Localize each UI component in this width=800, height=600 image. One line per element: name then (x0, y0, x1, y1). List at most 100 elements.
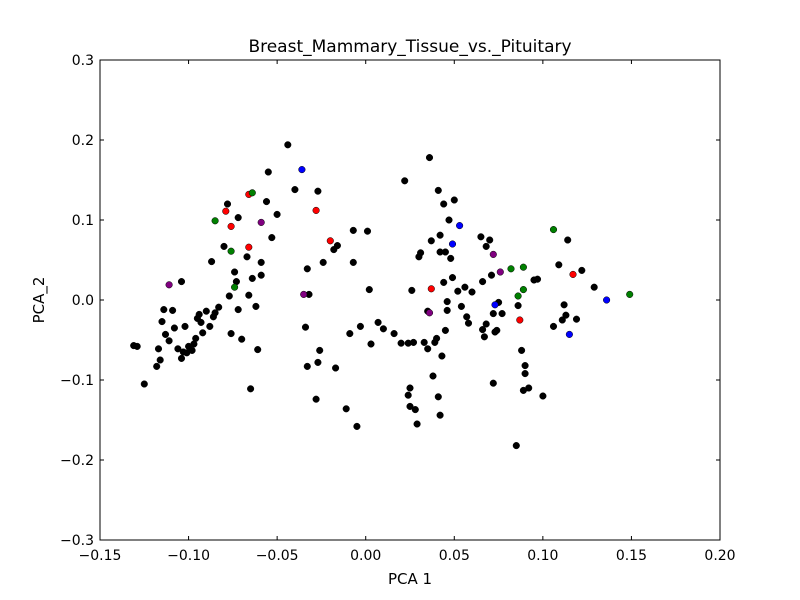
data-point (231, 283, 239, 291)
data-point (248, 189, 256, 197)
data-point (429, 372, 437, 380)
data-point (539, 392, 547, 400)
y-tick-label: −0.3 (60, 533, 94, 549)
data-point (496, 268, 504, 276)
data-point (519, 263, 527, 271)
data-point (558, 316, 566, 324)
data-point (603, 296, 611, 304)
data-point (300, 290, 308, 298)
data-point (560, 301, 568, 309)
data-point (257, 218, 265, 226)
x-axis-ticks: −0.15 −0.10 −0.05 0.00 0.05 0.10 0.15 0.20 (79, 60, 736, 564)
data-point (549, 322, 558, 330)
data-point (312, 395, 320, 403)
data-point (220, 242, 228, 250)
data-point (447, 254, 455, 262)
data-point (156, 356, 164, 364)
data-point (411, 406, 419, 414)
data-point (363, 227, 372, 235)
y-axis-ticks: −0.3 −0.2 −0.1 0.0 0.1 0.2 0.3 (60, 53, 720, 549)
x-tick-label: 0.10 (527, 548, 558, 564)
data-point (420, 338, 428, 346)
y-tick-label: −0.1 (60, 373, 94, 389)
y-tick-label: 0.3 (72, 53, 94, 69)
data-point (445, 216, 453, 224)
data-point (245, 291, 253, 299)
data-point (257, 271, 265, 279)
data-point (486, 236, 494, 244)
data-point (268, 234, 276, 242)
data-point (438, 352, 446, 360)
data-point (468, 288, 476, 296)
data-point (133, 342, 141, 350)
y-axis-label: PCA_2 (30, 277, 49, 324)
data-point (211, 309, 219, 317)
data-point (165, 281, 173, 289)
data-point (397, 339, 405, 347)
data-point (482, 242, 490, 250)
data-point (223, 200, 232, 208)
data-point (332, 364, 340, 372)
data-point (353, 422, 361, 430)
data-point (425, 309, 434, 317)
data-point (519, 286, 527, 294)
data-point (436, 411, 444, 419)
data-point (578, 266, 586, 274)
data-point (457, 302, 465, 310)
data-point (301, 323, 310, 331)
data-point (238, 335, 246, 343)
data-point (165, 337, 173, 345)
data-point (234, 306, 242, 314)
data-points (130, 141, 634, 450)
data-point (443, 306, 451, 314)
data-point (562, 311, 570, 319)
data-point (291, 186, 299, 194)
x-tick-label: −0.10 (167, 548, 210, 564)
data-point (234, 214, 242, 222)
data-point (454, 287, 462, 295)
data-point (489, 310, 497, 318)
x-tick-label: 0.20 (704, 548, 735, 564)
data-point (227, 222, 235, 230)
data-point (487, 271, 496, 279)
data-point (564, 236, 572, 244)
data-point (206, 322, 214, 330)
data-point (169, 306, 177, 314)
data-point (326, 237, 334, 245)
data-point (569, 270, 577, 278)
y-tick-label: 0.1 (72, 213, 94, 229)
data-point (161, 330, 170, 338)
data-point (257, 258, 265, 266)
data-point (181, 322, 189, 330)
data-point (342, 405, 350, 413)
data-point (273, 210, 281, 218)
data-point (192, 334, 200, 342)
x-tick-label: 0.00 (350, 548, 381, 564)
data-point (195, 310, 203, 318)
data-point (247, 385, 255, 393)
data-point (404, 391, 412, 399)
data-point (409, 338, 418, 346)
data-point (177, 354, 186, 362)
data-point (202, 307, 210, 315)
data-point (252, 302, 260, 310)
data-point (222, 207, 230, 215)
data-point (512, 442, 520, 450)
data-point (477, 233, 485, 241)
data-point (160, 306, 168, 314)
data-point (153, 362, 161, 370)
data-point (284, 141, 292, 149)
data-point (489, 250, 497, 258)
data-point (170, 324, 178, 332)
data-point (158, 318, 166, 326)
data-point (507, 265, 515, 273)
data-point (441, 326, 449, 334)
data-point (333, 242, 341, 250)
data-point (434, 393, 442, 401)
data-point (525, 384, 533, 392)
data-point (440, 200, 448, 208)
data-point (590, 283, 598, 291)
data-point (254, 346, 262, 354)
